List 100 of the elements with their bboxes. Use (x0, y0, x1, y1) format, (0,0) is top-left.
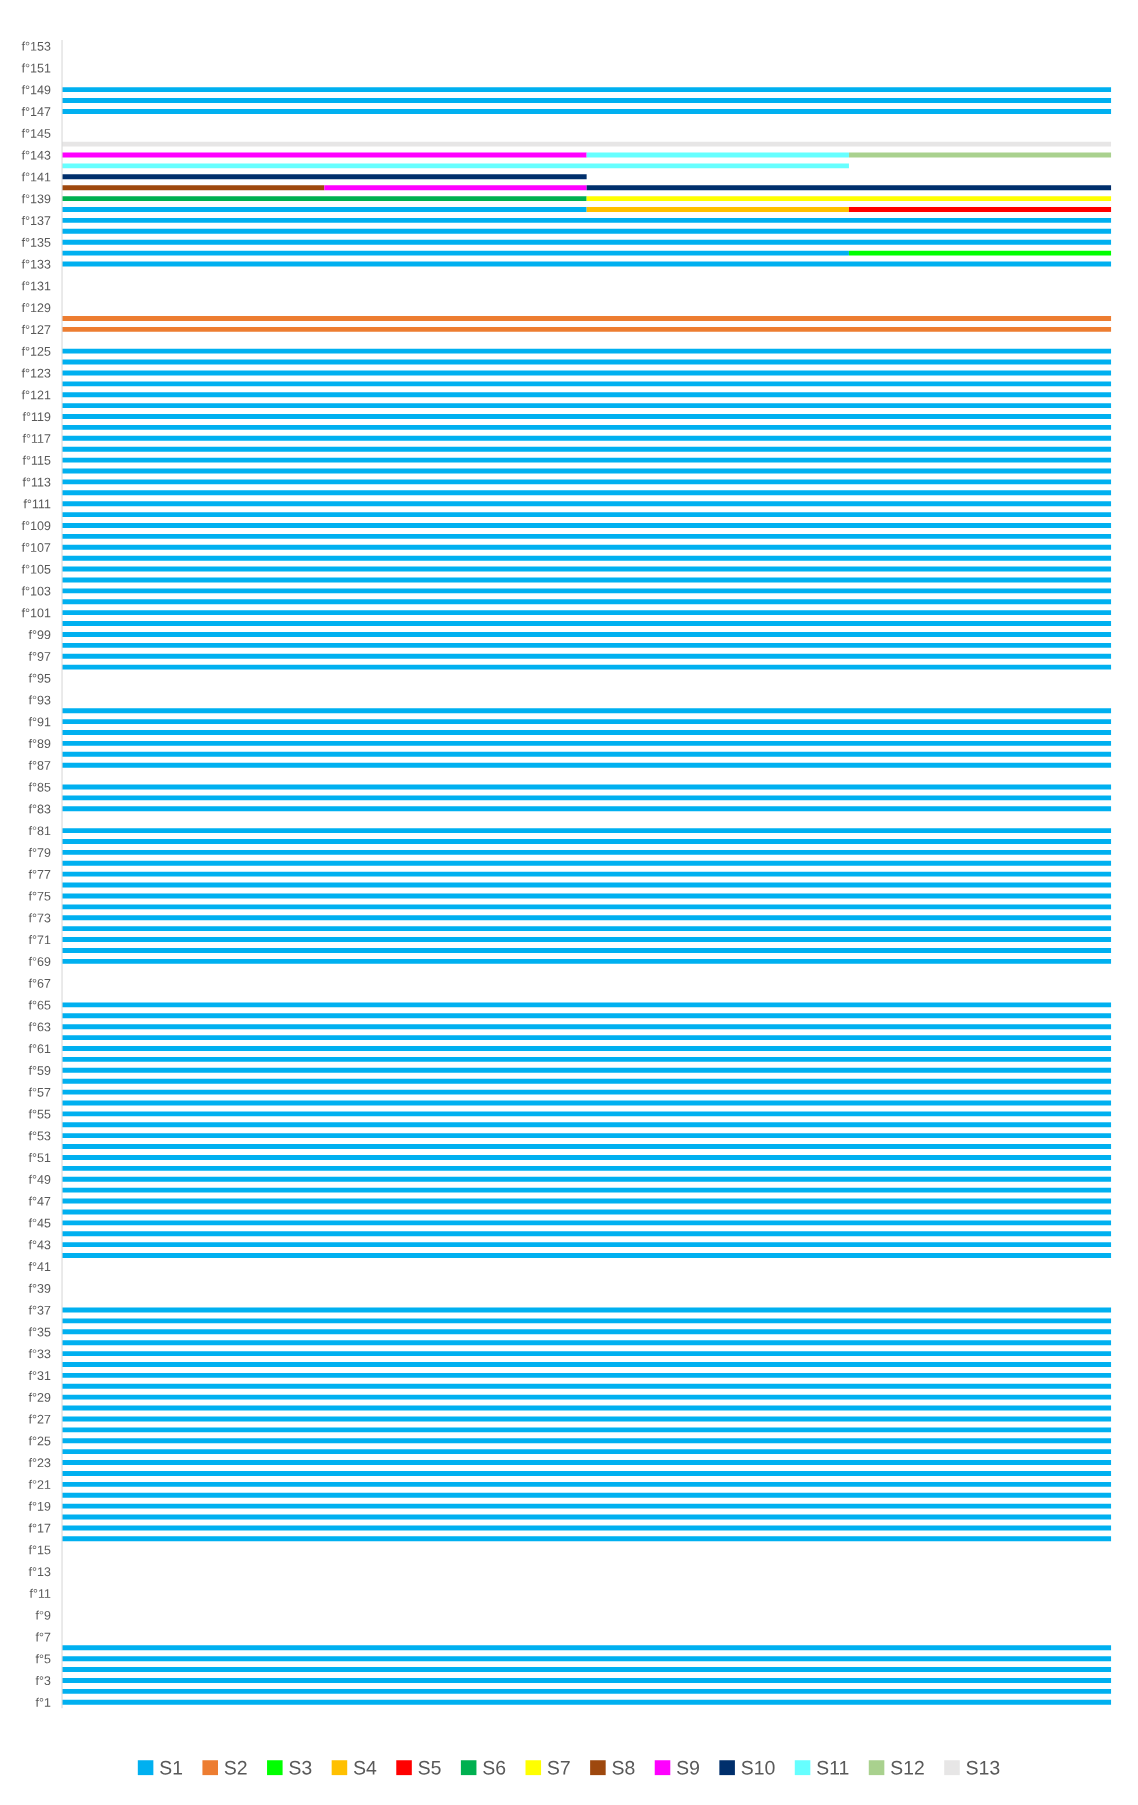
bar (62, 501, 1112, 507)
legend-label: S5 (418, 1760, 441, 1775)
y-tick-label: f°69 (28, 956, 51, 966)
bar (586, 196, 1112, 202)
bar (62, 239, 1112, 245)
y-tick-label: f°11 (29, 1588, 51, 1598)
bar (62, 882, 1112, 888)
bar (62, 915, 1112, 921)
bar (62, 1492, 1112, 1498)
y-tick-label: f°101 (21, 608, 51, 618)
bar (62, 1089, 1112, 1095)
bar (62, 1144, 1112, 1150)
bar (62, 1699, 1112, 1705)
bar (62, 185, 325, 191)
bar (62, 1056, 1112, 1062)
y-tick-label: f°151 (21, 63, 51, 73)
y-tick-label: f°103 (21, 586, 51, 596)
y-tick-label: f°93 (28, 695, 51, 705)
bar (62, 1427, 1112, 1433)
y-tick-label: f°59 (28, 1065, 51, 1075)
y-tick-label: f°87 (28, 760, 51, 770)
y-tick-label: f°89 (28, 738, 51, 749)
bar (62, 1351, 1112, 1357)
bar (62, 1035, 1112, 1041)
bar (62, 316, 1112, 321)
y-tick-label: f°133 (21, 259, 51, 269)
legend-label: S6 (483, 1760, 506, 1775)
bar (62, 523, 1112, 528)
y-tick-label: f°57 (28, 1087, 51, 1097)
bar (62, 533, 1112, 539)
bar (62, 708, 1112, 714)
bar (62, 1165, 1112, 1171)
y-tick-label: f°33 (28, 1349, 51, 1359)
bar (62, 403, 1112, 409)
bar (62, 1438, 1112, 1444)
bar (62, 1481, 1112, 1487)
y-tick-label: f°7 (35, 1632, 51, 1642)
bar (62, 1449, 1112, 1455)
bar (62, 904, 1112, 910)
bar (586, 185, 1112, 191)
bar (62, 621, 1112, 626)
bar (848, 207, 1112, 212)
y-tick-label: f°25 (28, 1436, 51, 1446)
bar (62, 98, 1112, 103)
bar (62, 1122, 1112, 1128)
y-tick-label: f°27 (28, 1414, 51, 1424)
y-tick-label: f°113 (22, 477, 51, 487)
bar (62, 1024, 1112, 1030)
bar (62, 926, 1112, 932)
y-tick-label: f°139 (21, 194, 51, 204)
y-tick-label: f°117 (22, 433, 51, 443)
y-tick-label: f°85 (28, 782, 51, 792)
bar (62, 1013, 1112, 1019)
bar (62, 1470, 1112, 1476)
y-tick-label: f°53 (28, 1131, 51, 1141)
bar (62, 740, 1112, 746)
bar (62, 653, 1112, 659)
y-tick-label: f°127 (21, 324, 51, 334)
y-tick-label: f°99 (28, 629, 51, 640)
y-tick-label: f°31 (28, 1370, 51, 1381)
bar (62, 207, 587, 212)
bar (62, 730, 1112, 735)
bar (62, 490, 1112, 496)
y-tick-label: f°19 (28, 1501, 51, 1511)
y-tick-label: f°105 (21, 564, 51, 574)
bar (62, 348, 1112, 354)
bar (62, 642, 1112, 648)
bar (62, 1078, 1112, 1084)
legend-label: S1 (160, 1760, 183, 1775)
bar (62, 87, 1112, 93)
bar (62, 871, 1112, 877)
legend-label: S12 (891, 1760, 924, 1775)
bar (62, 849, 1112, 855)
y-tick-label: f°79 (28, 847, 51, 858)
bar (62, 1187, 1112, 1193)
bar (62, 544, 1112, 550)
bar (62, 795, 1112, 801)
bar (324, 185, 587, 191)
y-tick-label: f°29 (28, 1392, 51, 1402)
bar (62, 664, 1112, 670)
bar (62, 1405, 1112, 1411)
bar (62, 217, 1112, 223)
bar (62, 806, 1112, 812)
y-tick-label: f°47 (28, 1196, 51, 1206)
y-tick-label: f°143 (21, 150, 51, 160)
y-tick-label: f°67 (28, 978, 51, 988)
bar (62, 1678, 1112, 1683)
bar (62, 555, 1112, 561)
bar (62, 228, 1112, 234)
y-tick-label: f°141 (21, 172, 51, 182)
bar (62, 1242, 1112, 1248)
y-tick-label: f°75 (28, 891, 51, 901)
bar (62, 828, 1112, 834)
bar (62, 947, 1112, 953)
bar (62, 1688, 1112, 1694)
y-tick-label: f°135 (21, 237, 51, 247)
bar (62, 1525, 1112, 1531)
bar (62, 1536, 1112, 1542)
bar (62, 1111, 1112, 1117)
y-tick-label: f°1 (35, 1697, 51, 1707)
